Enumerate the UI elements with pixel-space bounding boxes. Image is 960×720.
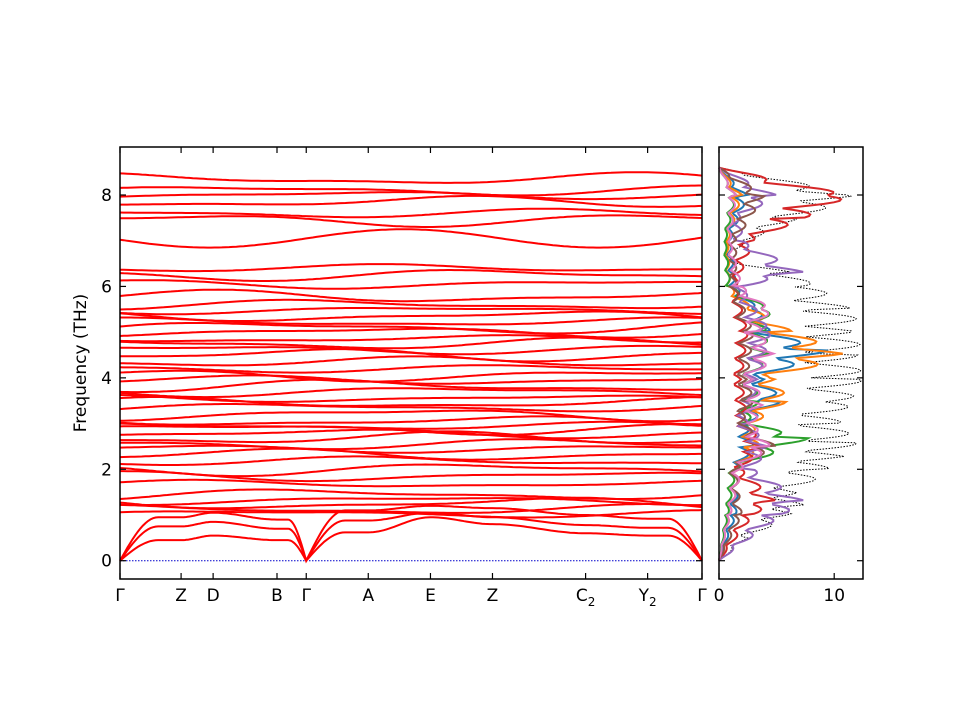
- x-tick-label: C2: [576, 586, 596, 609]
- optical-branch: [119, 191, 703, 201]
- optical-branch: [119, 334, 702, 344]
- optical-branch: [119, 488, 703, 500]
- x-tick-label: Z: [487, 586, 499, 606]
- optical-branch: [119, 497, 703, 507]
- optical-branch: [120, 263, 702, 273]
- x-tick-label: Γ: [301, 586, 311, 606]
- dos-x-tick-label: 10: [823, 586, 845, 606]
- y-tick-label: 8: [101, 186, 112, 206]
- optical-branch: [119, 279, 702, 290]
- y-tick-label: 6: [101, 277, 112, 297]
- optical-branch: [119, 509, 703, 519]
- optical-branch: [120, 430, 703, 444]
- projected-dos-line: [718, 167, 777, 561]
- optical-branch: [119, 184, 702, 197]
- acoustic-branch: [119, 511, 703, 563]
- band-axes-frame: [119, 146, 703, 580]
- optical-branch: [120, 355, 703, 367]
- optical-branch: [119, 288, 703, 303]
- projected-dos-line: [718, 166, 843, 562]
- optical-branch: [120, 409, 703, 423]
- acoustic-branch: [119, 516, 703, 563]
- x-tick-label: D: [207, 586, 220, 606]
- optical-branch: [119, 420, 703, 430]
- optical-branch: [119, 298, 703, 311]
- band-lines: [119, 171, 703, 564]
- optical-branch: [119, 369, 702, 383]
- optical-branch: [119, 321, 703, 335]
- optical-branch: [119, 463, 703, 478]
- y-tick-label: 0: [101, 552, 112, 572]
- optical-branch: [119, 364, 702, 374]
- optical-branch: [119, 503, 703, 514]
- optical-branch: [119, 327, 703, 339]
- dos-lines: [718, 166, 863, 562]
- optical-branch: [119, 269, 703, 282]
- optical-branch: [119, 214, 703, 228]
- optical-branch: [119, 228, 703, 249]
- dos-ticks: [718, 147, 863, 579]
- optical-branch: [119, 447, 702, 461]
- optical-branch: [119, 394, 703, 403]
- x-tick-label: Γ: [115, 586, 125, 606]
- optical-branch: [119, 207, 703, 219]
- optical-branch: [120, 344, 703, 356]
- projected-dos-line: [718, 166, 777, 562]
- projected-dos-line: [718, 166, 829, 561]
- band-ticks: [119, 147, 703, 579]
- optical-branch: [119, 396, 702, 407]
- optical-branch: [119, 171, 703, 184]
- x-tick-labels: Γ Z D B Γ A E Z C2 Y2 Γ: [115, 586, 707, 609]
- y-tick-label: 2: [101, 460, 112, 480]
- optical-branch: [119, 310, 703, 322]
- dos-x-tick-labels: 0 10: [714, 586, 845, 606]
- x-tick-label: Y2: [638, 586, 657, 609]
- dos-panel: 0 10: [714, 146, 864, 606]
- x-tick-label: A: [362, 586, 374, 606]
- projected-dos-line: [718, 166, 804, 562]
- y-tick-labels: 0 2 4 6 8: [101, 186, 112, 572]
- dos-x-tick-label: 0: [714, 586, 725, 606]
- optical-branch: [119, 444, 702, 454]
- y-tick-label: 4: [101, 369, 112, 389]
- optical-branch: [119, 307, 702, 316]
- x-tick-label: Γ: [697, 586, 707, 606]
- y-axis-title: Frequency (THz): [71, 294, 91, 433]
- total-dos-line: [718, 167, 863, 562]
- x-tick-label: B: [271, 586, 283, 606]
- optical-branch: [119, 387, 703, 399]
- x-tick-label: Z: [175, 586, 187, 606]
- optical-branch: [119, 374, 703, 385]
- optical-branch: [119, 403, 703, 413]
- optical-branch: [119, 478, 703, 488]
- optical-branch: [120, 194, 703, 208]
- x-tick-label: E: [425, 586, 436, 606]
- dos-axes-frame: [718, 146, 864, 580]
